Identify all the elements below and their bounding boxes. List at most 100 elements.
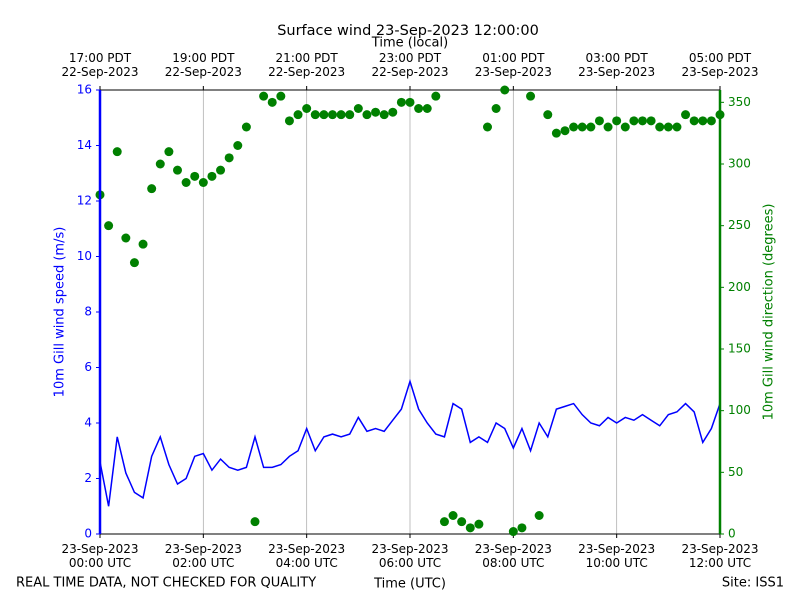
direction-point	[629, 116, 639, 126]
direction-point	[328, 110, 337, 120]
x-tick-label: 23-Sep-2023 10:00 UTC	[578, 542, 656, 570]
direction-point	[560, 126, 570, 136]
x-label: Time (UTC)	[373, 577, 446, 592]
direction-point	[594, 116, 604, 126]
y-tick-label: 8	[84, 305, 92, 319]
direction-point	[190, 171, 200, 181]
direction-point	[439, 517, 449, 527]
direction-point	[371, 107, 381, 117]
footer-left: REAL TIME DATA, NOT CHECKED FOR QUALITY	[16, 576, 316, 591]
direction-point	[216, 165, 226, 175]
direction-point	[104, 221, 114, 231]
direction-point	[534, 511, 544, 520]
direction-point	[155, 159, 165, 169]
direction-point	[362, 110, 372, 120]
direction-point	[508, 527, 518, 537]
x-tick-label: 23-Sep-2023 02:00 UTC	[164, 542, 242, 570]
y2-tick-label: 100	[728, 403, 751, 417]
top-x-tick-label: 23:00 PDT 22-Sep-2023	[371, 51, 449, 79]
y2-tick-label: 50	[728, 465, 743, 479]
x-tick-label: 23-Sep-2023 00:00 UTC	[61, 542, 139, 570]
direction-point	[689, 116, 699, 126]
y2-tick-label: 200	[728, 280, 751, 294]
y-tick-label: 4	[84, 416, 92, 430]
direction-point	[353, 104, 363, 113]
y-tick-label: 16	[77, 83, 92, 97]
direction-point	[663, 122, 673, 132]
direction-point	[345, 110, 355, 120]
direction-point	[620, 122, 630, 132]
direction-point	[457, 517, 467, 527]
direction-point	[147, 184, 157, 194]
top-x-tick-label: 17:00 PDT 22-Sep-2023	[61, 51, 139, 79]
direction-point	[112, 147, 122, 157]
direction-point	[310, 110, 320, 120]
direction-point	[129, 258, 139, 268]
direction-point	[405, 97, 415, 107]
top-x-tick-label: 03:00 PDT 23-Sep-2023	[578, 51, 656, 79]
direction-point	[138, 239, 148, 249]
direction-point	[448, 511, 458, 520]
top-x-tick-label: 21:00 PDT 22-Sep-2023	[268, 51, 346, 79]
direction-point	[638, 116, 647, 126]
top-x-tick-label: 19:00 PDT 22-Sep-2023	[164, 51, 242, 79]
direction-point	[422, 104, 432, 113]
direction-point	[276, 91, 286, 101]
direction-point	[284, 116, 294, 126]
y2-tick-label: 250	[728, 218, 751, 232]
direction-point	[465, 523, 475, 533]
direction-point	[543, 110, 553, 120]
direction-point	[319, 110, 329, 120]
direction-point	[646, 116, 656, 126]
x-tick-label: 23-Sep-2023 06:00 UTC	[371, 542, 449, 570]
direction-point	[483, 122, 492, 132]
direction-point	[121, 233, 131, 243]
direction-point	[173, 165, 182, 175]
x-tick-label: 23-Sep-2023 08:00 UTC	[474, 542, 552, 570]
direction-point	[302, 104, 312, 113]
direction-point	[267, 97, 277, 107]
y-tick-label: 6	[84, 360, 92, 374]
x-tick-label: 23-Sep-2023 12:00 UTC	[681, 542, 759, 570]
top-x-tick-label: 01:00 PDT 23-Sep-2023	[474, 51, 552, 79]
y-tick-label: 14	[77, 138, 92, 152]
y-tick-label: 10	[77, 249, 92, 263]
direction-point	[224, 153, 234, 163]
direction-point	[526, 91, 536, 101]
y2-tick-label: 150	[728, 342, 751, 356]
direction-point	[233, 141, 243, 150]
direction-point	[603, 122, 613, 132]
direction-point	[198, 178, 208, 187]
direction-point	[655, 122, 665, 132]
direction-point	[259, 91, 269, 101]
direction-point	[586, 122, 596, 132]
direction-point	[474, 519, 484, 529]
top-x-label: Time (local)	[371, 36, 448, 51]
direction-point	[396, 97, 406, 107]
y2-label: 10m Gill wind direction (degrees)	[762, 204, 777, 421]
direction-point	[207, 171, 217, 181]
direction-point	[681, 110, 691, 120]
y-tick-label: 0	[84, 527, 92, 541]
direction-point	[250, 517, 260, 527]
y-tick-label: 12	[77, 194, 92, 208]
y2-tick-label: 350	[728, 95, 751, 109]
direction-point	[336, 110, 346, 120]
y-tick-label: 2	[84, 471, 92, 485]
direction-point	[569, 122, 579, 132]
direction-point	[500, 85, 510, 95]
direction-point	[672, 122, 682, 132]
direction-point	[414, 104, 424, 113]
direction-point	[698, 116, 708, 126]
direction-point	[241, 122, 251, 132]
x-tick-label: 23-Sep-2023 04:00 UTC	[268, 542, 346, 570]
direction-point	[293, 110, 303, 120]
direction-point	[491, 104, 501, 113]
direction-point	[517, 523, 527, 533]
direction-point	[612, 116, 622, 126]
chart-title: Surface wind 23-Sep-2023 12:00:00	[277, 23, 539, 39]
direction-point	[181, 178, 191, 187]
top-x-tick-label: 05:00 PDT 23-Sep-2023	[681, 51, 759, 79]
